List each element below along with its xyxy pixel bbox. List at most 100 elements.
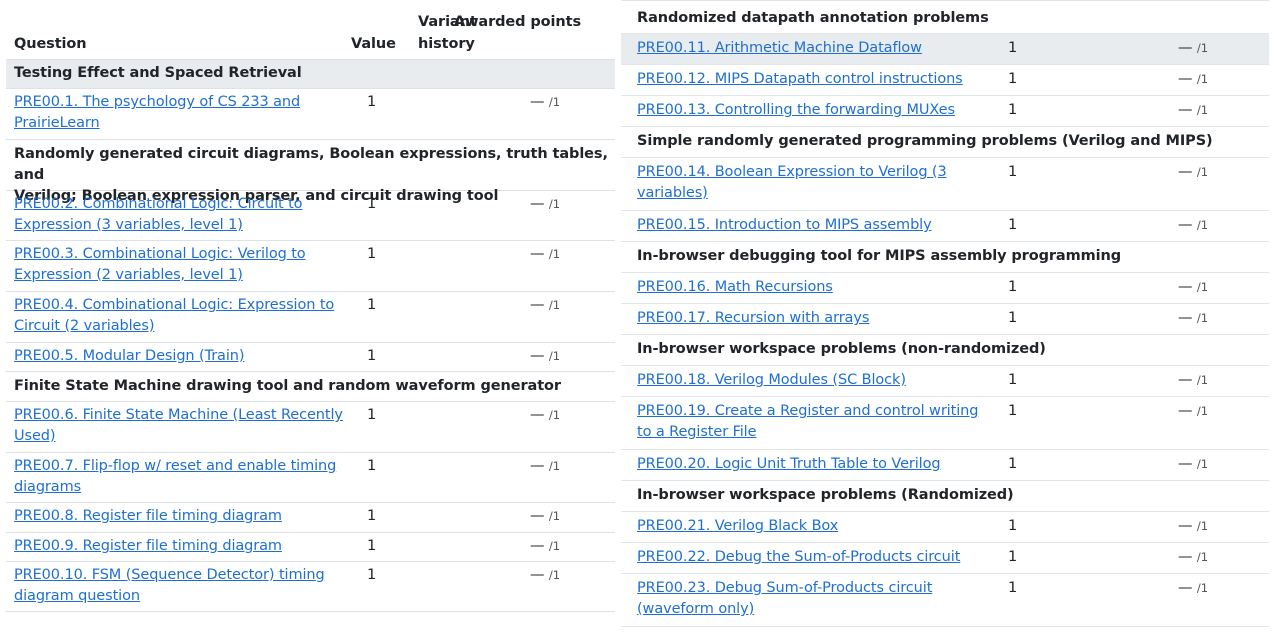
question-link[interactable]: PRE00.3. Combinational Logic: Verilog to [14, 246, 306, 262]
question-link[interactable]: variables) [637, 185, 708, 201]
question-value: 1 [1008, 279, 1018, 295]
question-link[interactable]: Used) [14, 428, 56, 444]
question-cell: PRE00.8. Register file timing diagram [14, 506, 282, 527]
question-link[interactable]: PRE00.2. Combinational Logic: Circuit to [14, 196, 303, 212]
question-link[interactable]: PRE00.15. Introduction to MIPS assembly [637, 217, 932, 233]
group-row: Finite State Machine drawing tool and ra… [6, 372, 615, 402]
question-link[interactable]: PrairieLearn [14, 115, 100, 131]
column-header-awarded-points: Awarded points [454, 14, 581, 30]
group-row: Randomized datapath annotation problems [621, 0, 1269, 34]
question-link[interactable]: PRE00.6. Finite State Machine (Least Rec… [14, 407, 343, 423]
points-max: /1 [1196, 373, 1208, 387]
question-link[interactable]: (waveform only) [637, 601, 755, 617]
points-max: /1 [548, 459, 560, 473]
question-link[interactable]: PRE00.12. MIPS Datapath control instruct… [637, 71, 963, 87]
question-link[interactable]: diagram question [14, 588, 140, 604]
question-cell: PRE00.6. Finite State Machine (Least Rec… [14, 405, 343, 447]
question-link[interactable]: PRE00.16. Math Recursions [637, 279, 833, 295]
question-link[interactable]: PRE00.13. Controlling the forwarding MUX… [637, 102, 955, 118]
question-link[interactable]: PRE00.21. Verilog Black Box [637, 518, 839, 534]
points-max: /1 [1196, 457, 1208, 471]
question-link[interactable]: PRE00.11. Arithmetic Machine Dataflow [637, 40, 922, 56]
group-title: In-browser workspace problems (Randomize… [637, 487, 1014, 503]
group-title: Randomized datapath annotation problems [637, 10, 989, 26]
question-row: PRE00.9. Register file timing diagram 1 … [6, 533, 615, 562]
question-row: PRE00.18. Verilog Modules (SC Block) 1 —… [621, 366, 1269, 397]
question-link[interactable]: PRE00.22. Debug the Sum-of-Products circ… [637, 549, 961, 565]
group-title: Simple randomly generated programming pr… [637, 133, 1213, 149]
points-max: /1 [1196, 519, 1208, 533]
question-cell: PRE00.2. Combinational Logic: Circuit to… [14, 194, 303, 236]
question-link[interactable]: Expression (3 variables, level 1) [14, 217, 243, 233]
question-link[interactable]: PRE00.10. FSM (Sequence Detector) timing [14, 567, 325, 583]
points-dash: — [1178, 71, 1193, 87]
question-cell: PRE00.22. Debug the Sum-of-Products circ… [637, 547, 960, 568]
question-value: 1 [367, 94, 377, 110]
group-row: In-browser workspace problems (Randomize… [621, 481, 1269, 512]
question-cell: PRE00.5. Modular Design (Train) [14, 346, 245, 367]
points-max: /1 [1196, 103, 1208, 117]
question-cell: PRE00.21. Verilog Black Box [637, 516, 838, 537]
question-value: 1 [367, 508, 377, 524]
question-link[interactable]: PRE00.19. Create a Register and control … [637, 403, 979, 419]
question-link[interactable]: PRE00.1. The psychology of CS 233 and [14, 94, 301, 110]
awarded-points: — /1 [530, 565, 560, 586]
group-row: Randomly generated circuit diagrams, Boo… [6, 140, 615, 204]
assessment-table-right: Randomized datapath annotation problems … [621, 0, 1269, 628]
awarded-points: — /1 [1178, 578, 1208, 599]
question-row: PRE00.4. Combinational Logic: Expression… [6, 292, 615, 343]
question-cell: PRE00.17. Recursion with arrays [637, 308, 869, 329]
question-link[interactable]: PRE00.14. Boolean Expression to Verilog … [637, 164, 947, 180]
question-row: PRE00.21. Verilog Black Box 1 — /1 [621, 512, 1269, 543]
question-link[interactable]: PRE00.9. Register file timing diagram [14, 538, 282, 554]
awarded-points: — /1 [530, 536, 560, 557]
points-max: /1 [1196, 311, 1208, 325]
question-row: PRE00.8. Register file timing diagram 1 … [6, 503, 615, 533]
question-value: 1 [1008, 310, 1018, 326]
awarded-points: — /1 [530, 456, 560, 477]
column-header-question: Question [14, 36, 87, 52]
points-dash: — [1178, 279, 1193, 295]
question-link[interactable]: PRE00.18. Verilog Modules (SC Block) [637, 372, 906, 388]
question-value: 1 [1008, 372, 1018, 388]
points-max: /1 [548, 298, 560, 312]
awarded-points: — /1 [1178, 401, 1208, 422]
question-cell: PRE00.23. Debug Sum-of-Products circuit … [637, 578, 932, 620]
question-link[interactable]: PRE00.23. Debug Sum-of-Products circuit [637, 580, 933, 596]
question-link[interactable]: Circuit (2 variables) [14, 318, 155, 334]
question-cell: PRE00.10. FSM (Sequence Detector) timing… [14, 565, 325, 607]
question-link[interactable]: PRE00.17. Recursion with arrays [637, 310, 870, 326]
question-link[interactable]: to a Register File [637, 424, 757, 440]
group-row: In-browser workspace problems (non-rando… [621, 335, 1269, 366]
points-max: /1 [548, 247, 560, 261]
table-header: Question Value Variant history Awarded p… [6, 0, 615, 60]
points-dash: — [530, 348, 545, 364]
points-max: /1 [1196, 550, 1208, 564]
column-header-value: Value [351, 36, 396, 52]
points-max: /1 [1196, 280, 1208, 294]
awarded-points: — /1 [530, 92, 560, 113]
question-link[interactable]: diagrams [14, 479, 82, 495]
points-max: /1 [548, 539, 560, 553]
question-link[interactable]: PRE00.4. Combinational Logic: Expression… [14, 297, 335, 313]
question-link[interactable]: PRE00.8. Register file timing diagram [14, 508, 282, 524]
question-row: PRE00.12. MIPS Datapath control instruct… [621, 65, 1269, 96]
points-max: /1 [1196, 72, 1208, 86]
question-link[interactable]: PRE00.5. Modular Design (Train) [14, 348, 245, 364]
group-title: In-browser workspace problems (non-rando… [637, 341, 1046, 357]
question-row: PRE00.10. FSM (Sequence Detector) timing… [6, 562, 615, 612]
question-cell: PRE00.3. Combinational Logic: Verilog to… [14, 244, 306, 286]
question-row: PRE00.16. Math Recursions 1 — /1 [621, 273, 1269, 304]
question-value: 1 [367, 246, 377, 262]
awarded-points: — /1 [1178, 215, 1208, 236]
points-dash: — [1178, 40, 1193, 56]
question-value: 1 [1008, 71, 1018, 87]
question-link[interactable]: PRE00.20. Logic Unit Truth Table to Veri… [637, 456, 941, 472]
question-cell: PRE00.16. Math Recursions [637, 277, 833, 298]
awarded-points: — /1 [1178, 277, 1208, 298]
points-max: /1 [548, 95, 560, 109]
points-dash: — [530, 538, 545, 554]
question-link[interactable]: PRE00.7. Flip-flop w/ reset and enable t… [14, 458, 337, 474]
question-row: PRE00.2. Combinational Logic: Circuit to… [6, 191, 615, 241]
question-link[interactable]: Expression (2 variables, level 1) [14, 267, 243, 283]
